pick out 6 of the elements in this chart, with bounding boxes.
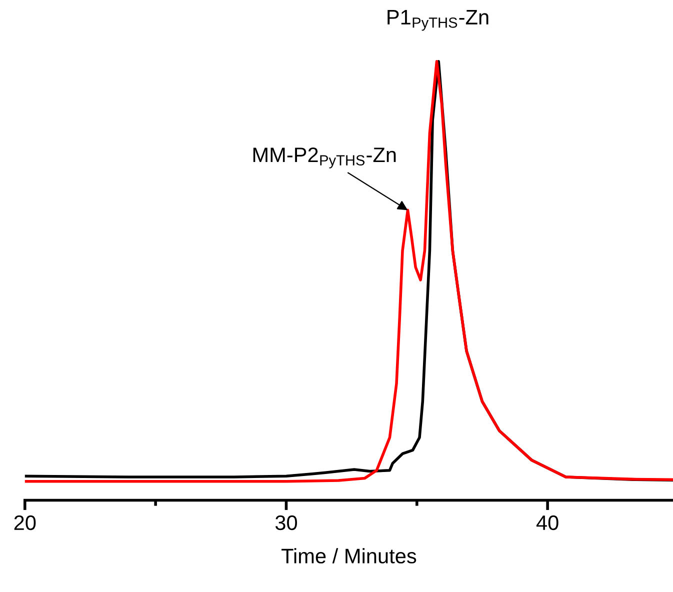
x-axis-title: Time / Minutes — [282, 548, 416, 564]
annotation: P1$_{PyTHS}$-Zn — [388, 10, 488, 31]
x-tick-label: 30 — [275, 515, 298, 530]
x-tick-label: 20 — [14, 515, 36, 530]
x-tick-label: 40 — [536, 515, 558, 530]
annotation: MM-P2$_{PyTHS}$-Zn — [253, 147, 396, 168]
